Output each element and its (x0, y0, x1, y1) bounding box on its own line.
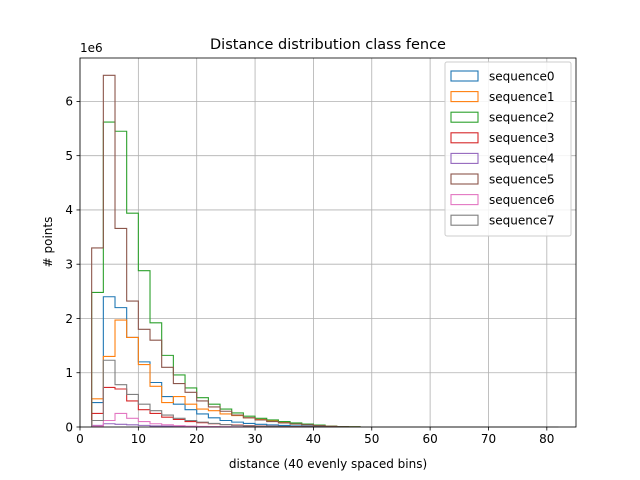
legend-label-sequence5: sequence5 (489, 172, 554, 186)
legend-swatch-sequence3 (450, 132, 479, 144)
y-tick-label: 4 (65, 203, 73, 217)
y-tick-label: 1 (65, 366, 73, 380)
y-tick-label: 5 (65, 149, 73, 163)
legend-label-sequence2: sequence2 (489, 111, 554, 125)
y-axis-label: # points (41, 217, 55, 268)
legend-entries: sequence0 sequence1 sequence2 sequence3 sequ… (450, 69, 554, 228)
x-tick-label: 0 (76, 432, 84, 446)
legend-swatch-sequence1 (450, 91, 479, 103)
y-axis-multiplier: 1e6 (80, 41, 103, 55)
x-tick-label: 80 (539, 432, 554, 446)
y-tick-label: 2 (65, 312, 73, 326)
legend-swatch-sequence2 (450, 111, 479, 123)
x-axis-label: distance (40 evenly spaced bins) (229, 457, 427, 471)
legend-swatch-sequence5 (450, 173, 479, 185)
legend-label-sequence0: sequence0 (489, 69, 554, 83)
legend-swatch-sequence0 (450, 70, 479, 82)
y-axis-ticks: 0 1 2 3 4 5 6 (65, 95, 80, 434)
legend-label-sequence4: sequence4 (489, 152, 554, 166)
legend: sequence0 sequence1 sequence2 sequence3 sequ… (444, 61, 572, 237)
chart-title: Distance distribution class fence (210, 37, 446, 53)
x-tick-label: 70 (481, 432, 496, 446)
legend-swatch-sequence6 (450, 194, 479, 206)
legend-box (444, 61, 572, 237)
legend-label-sequence3: sequence3 (489, 131, 554, 145)
x-tick-label: 30 (247, 432, 262, 446)
y-tick-label: 0 (65, 420, 73, 434)
legend-swatch-sequence4 (450, 152, 479, 164)
x-tick-label: 10 (131, 432, 146, 446)
x-axis-ticks: 0 10 20 30 40 50 60 70 80 (76, 427, 554, 446)
x-tick-label: 40 (306, 432, 321, 446)
x-tick-label: 50 (364, 432, 379, 446)
legend-label-sequence7: sequence7 (489, 214, 554, 228)
y-tick-label: 3 (65, 258, 73, 272)
plot-frame (79, 57, 577, 428)
y-tick-label: 6 (65, 95, 73, 109)
legend-label-sequence1: sequence1 (489, 90, 554, 104)
legend-label-sequence6: sequence6 (489, 193, 554, 207)
legend-swatch-sequence7 (450, 214, 479, 226)
x-tick-label: 20 (189, 432, 204, 446)
x-tick-label: 60 (422, 432, 437, 446)
